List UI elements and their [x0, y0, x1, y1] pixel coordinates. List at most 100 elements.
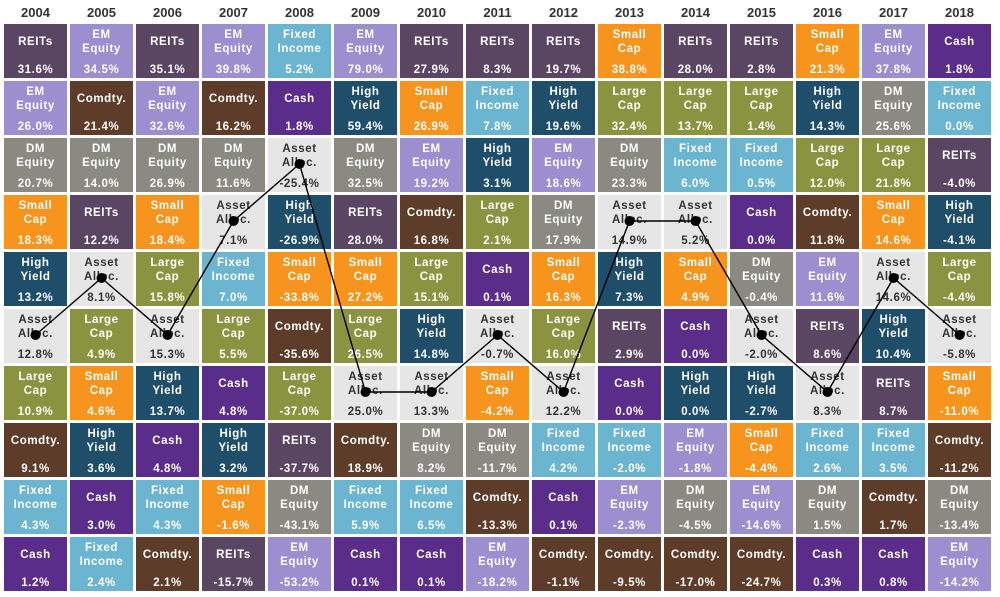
cell-background	[928, 195, 991, 249]
return-cell: Small Cap -4.2%	[466, 366, 529, 420]
asset-label: Fixed	[19, 485, 52, 497]
asset-label: Large	[414, 257, 448, 269]
return-value: 26.5%	[348, 349, 384, 361]
return-value: 14.0%	[84, 178, 120, 190]
return-value: 35.1%	[150, 64, 186, 76]
return-value: 28.0%	[348, 235, 384, 247]
year-header: 2018	[945, 5, 974, 20]
return-value: 3.0%	[87, 520, 116, 532]
cell-background	[928, 252, 991, 306]
return-cell: Large Cap 16.0%	[532, 309, 595, 363]
cell-background	[928, 81, 991, 135]
asset-label: Cap	[354, 271, 378, 283]
return-cell: High Yield 3.2%	[202, 423, 265, 477]
return-cell: EM Equity 34.5%	[70, 24, 133, 78]
asset-label: Income	[740, 157, 784, 169]
cell-background	[862, 480, 925, 534]
asset-alloc-line	[30, 159, 965, 397]
asset-label: Large	[612, 86, 646, 98]
return-cell: Comdty. -1.1%	[532, 537, 595, 591]
asset-label: Fixed	[481, 86, 514, 98]
return-value: 16.8%	[414, 235, 450, 247]
asset-label: Cap	[882, 157, 906, 169]
return-cell: Cash 4.8%	[202, 366, 265, 420]
asset-label: Cap	[90, 328, 114, 340]
return-cell: REITs 8.6%	[796, 309, 859, 363]
return-value: 6.0%	[681, 178, 710, 190]
return-value: 8.3%	[483, 64, 512, 76]
return-value: -0.4%	[745, 292, 778, 304]
return-cell: Fixed Income 3.5%	[862, 423, 925, 477]
return-cell: Small Cap 21.3%	[796, 24, 859, 78]
return-value: -1.6%	[217, 520, 250, 532]
asset-label: Equity	[544, 157, 583, 169]
return-cell: EM Equity 32.6%	[136, 81, 199, 135]
cell-background	[928, 366, 991, 420]
asset-label: Cap	[156, 271, 180, 283]
asset-alloc-marker	[756, 330, 767, 340]
asset-label: DM	[290, 485, 309, 497]
cell-background	[928, 24, 991, 78]
return-value: -2.3%	[613, 520, 646, 532]
return-value: -13.4%	[939, 520, 979, 532]
asset-label: Large	[348, 314, 382, 326]
asset-label: Asset	[348, 371, 382, 383]
cell-background	[532, 195, 595, 249]
asset-label: Equity	[82, 157, 121, 169]
return-value: 1.8%	[945, 64, 974, 76]
return-cell: Large Cap 2.1%	[466, 195, 529, 249]
asset-label: Income	[476, 100, 520, 112]
return-cell: Cash 1.2%	[4, 537, 67, 591]
cell-background	[664, 252, 727, 306]
asset-label: Fixed	[745, 143, 778, 155]
cell-background	[862, 138, 925, 192]
cell-background	[70, 24, 133, 78]
return-cell: Small Cap 26.9%	[400, 81, 463, 135]
asset-label: Cash	[548, 492, 579, 504]
return-value: 21.4%	[84, 121, 120, 133]
return-value: 19.2%	[414, 178, 450, 190]
cell-background	[334, 252, 397, 306]
return-cell: Cash 0.0%	[730, 195, 793, 249]
return-value: 4.3%	[21, 520, 50, 532]
return-cell: DM Equity -43.1%	[268, 480, 331, 534]
asset-label: Fixed	[547, 428, 580, 440]
asset-label: Large	[84, 314, 118, 326]
cell-background	[70, 81, 133, 135]
return-value: 4.3%	[153, 520, 182, 532]
asset-alloc-marker	[162, 330, 173, 340]
return-cell: Comdty. -11.2%	[928, 423, 991, 477]
asset-label: Small	[547, 257, 581, 269]
asset-label: EM	[356, 29, 374, 41]
cell-background	[136, 138, 199, 192]
return-cell: Large Cap -37.0%	[268, 366, 331, 420]
asset-label: Asset	[546, 371, 580, 383]
asset-label: DM	[554, 200, 573, 212]
return-cell: REITs 19.7%	[532, 24, 595, 78]
return-value: 26.0%	[18, 121, 54, 133]
return-cell: DM Equity 25.6%	[862, 81, 925, 135]
cell-background	[664, 309, 727, 363]
cell-background	[268, 480, 331, 534]
return-cell: EM Equity -14.6%	[730, 480, 793, 534]
asset-label: Fixed	[415, 485, 448, 497]
return-value: 5.9%	[351, 520, 380, 532]
return-cell: Fixed Income -2.0%	[598, 423, 661, 477]
return-value: 0.1%	[417, 577, 446, 589]
cell-background	[400, 138, 463, 192]
asset-label: High	[682, 371, 710, 383]
asset-label: Fixed	[217, 257, 250, 269]
return-cell: Cash 0.1%	[334, 537, 397, 591]
asset-label: EM	[92, 29, 110, 41]
asset-label: Comdty.	[209, 93, 258, 105]
return-value: 39.8%	[216, 64, 252, 76]
cell-background	[400, 252, 463, 306]
asset-label: High	[154, 371, 182, 383]
return-value: 8.6%	[813, 349, 842, 361]
return-cell: High Yield -4.1%	[928, 195, 991, 249]
asset-label: EM	[290, 542, 308, 554]
asset-label: Small	[943, 371, 977, 383]
asset-alloc-marker	[822, 387, 833, 397]
cell-background	[4, 81, 67, 135]
return-cell: EM Equity -2.3%	[598, 480, 661, 534]
